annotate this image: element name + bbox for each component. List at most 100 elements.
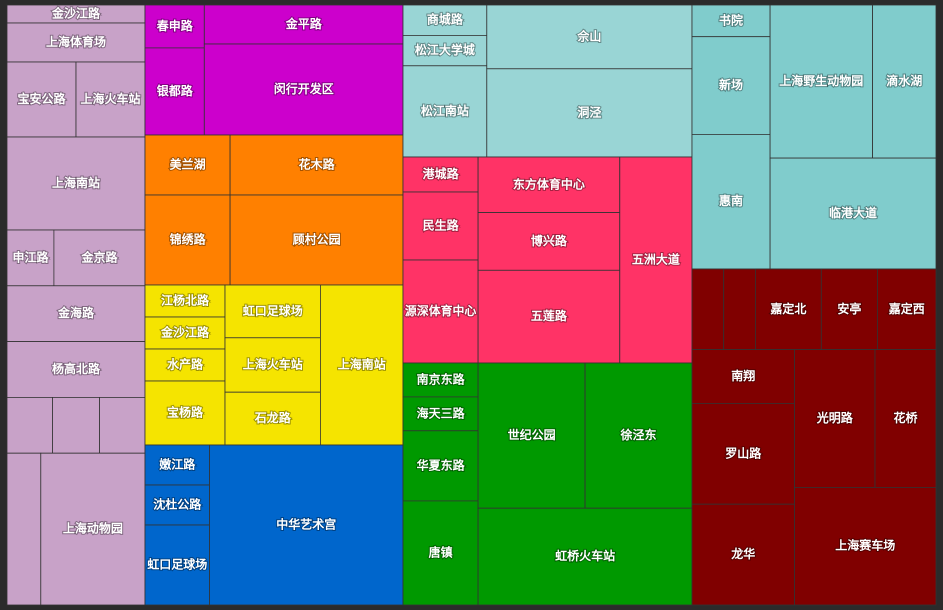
treemap-cell[interactable] <box>144 134 231 196</box>
treemap-cell[interactable] <box>203 4 404 45</box>
treemap-cell[interactable] <box>477 269 621 364</box>
treemap-cell[interactable] <box>691 133 771 270</box>
treemap-cell[interactable] <box>402 156 479 193</box>
treemap-cell-label: 金沙江路 <box>160 325 210 340</box>
treemap-cell[interactable] <box>723 268 756 350</box>
treemap-cell[interactable] <box>584 362 693 509</box>
treemap-cell-label: 上海野生动物园 <box>779 73 863 88</box>
treemap-cell[interactable] <box>144 284 226 318</box>
treemap-cell[interactable] <box>477 156 621 213</box>
treemap-cell-label: 嘉定西 <box>888 301 925 316</box>
treemap-cell[interactable] <box>691 503 795 606</box>
treemap-cell[interactable] <box>402 4 488 36</box>
treemap-cell-label: 安亭 <box>837 301 861 316</box>
treemap-cell[interactable] <box>691 4 771 38</box>
treemap-cell-label: 嘉定北 <box>769 301 806 316</box>
treemap-cell[interactable] <box>6 341 146 398</box>
treemap-cell-label: 港城路 <box>423 166 460 181</box>
treemap-cell[interactable] <box>402 396 479 432</box>
treemap-cell-label: 银都路 <box>157 83 194 98</box>
treemap-cell[interactable] <box>402 259 479 364</box>
treemap-cell-label: 春申路 <box>156 18 194 33</box>
treemap-cell[interactable] <box>691 268 725 350</box>
treemap-cell-label: 新场 <box>719 77 743 92</box>
treemap-cell-label: 申江路 <box>12 249 49 264</box>
treemap-cell[interactable] <box>619 156 693 364</box>
treemap-cell[interactable] <box>402 65 488 158</box>
treemap-cell-label: 东方体育中心 <box>513 176 585 191</box>
treemap-cell-label: 南京东路 <box>417 371 466 386</box>
treemap-cell[interactable] <box>402 35 488 67</box>
treemap-cell[interactable] <box>144 380 226 446</box>
treemap-cell-label: 上海动物园 <box>63 521 123 536</box>
treemap-cell[interactable] <box>52 396 100 454</box>
treemap-cell[interactable] <box>477 362 586 509</box>
treemap-cell[interactable] <box>144 484 210 526</box>
treemap-cell[interactable] <box>402 362 479 398</box>
treemap-cell[interactable] <box>40 452 146 606</box>
treemap-cell[interactable] <box>820 268 878 350</box>
treemap-cell[interactable] <box>209 444 404 606</box>
treemap-cell[interactable] <box>794 349 876 488</box>
treemap-cell-label: 光明路 <box>816 410 854 425</box>
treemap-cell-label: 锦绣路 <box>170 232 207 247</box>
treemap-cell-label: 花桥 <box>893 410 918 425</box>
treemap-cell[interactable] <box>794 486 937 606</box>
treemap-cell[interactable] <box>402 191 479 261</box>
treemap-cell[interactable] <box>877 268 937 350</box>
treemap-cell-label: 美兰湖 <box>170 157 206 172</box>
treemap-cell[interactable] <box>144 524 210 606</box>
treemap-cell-label: 南翔 <box>731 368 755 383</box>
treemap-cell-label: 临港大道 <box>829 205 877 220</box>
treemap-cell-label: 上海火车站 <box>80 91 140 106</box>
treemap-cell-label: 佘山 <box>576 28 601 43</box>
treemap-cell[interactable] <box>53 229 146 287</box>
treemap-cell-label: 五莲路 <box>531 308 568 323</box>
treemap-cell[interactable] <box>769 157 937 270</box>
treemap-cell[interactable] <box>6 452 42 606</box>
treemap-cell[interactable] <box>6 285 146 342</box>
treemap-cell-label: 闵行开发区 <box>274 81 334 96</box>
treemap-cell[interactable] <box>144 47 205 136</box>
treemap-cell-label: 世纪公园 <box>508 427 556 442</box>
treemap-cell[interactable] <box>229 194 404 286</box>
treemap-cell[interactable] <box>691 36 771 135</box>
treemap-cell[interactable] <box>769 4 873 159</box>
treemap-cell[interactable] <box>402 500 479 606</box>
treemap-cell[interactable] <box>486 4 693 70</box>
treemap-cell[interactable] <box>691 402 795 505</box>
treemap-cell-label: 石龙路 <box>254 410 292 425</box>
treemap-cell[interactable] <box>6 396 53 454</box>
treemap-cell-label: 花木路 <box>299 157 336 172</box>
treemap-cell[interactable] <box>872 4 937 159</box>
treemap-cell[interactable] <box>224 391 321 446</box>
treemap-cell[interactable] <box>6 229 55 287</box>
treemap-cell-label: 上海火车站 <box>243 357 303 372</box>
treemap-cell-label: 金京路 <box>80 249 118 264</box>
treemap-cell[interactable] <box>874 349 937 488</box>
treemap-cell[interactable] <box>144 4 205 49</box>
treemap-cell-label: 惠南 <box>719 193 743 208</box>
treemap-cell[interactable] <box>224 337 321 393</box>
treemap-cell-label: 嫩江路 <box>159 457 196 472</box>
treemap-cell-label: 松江南站 <box>421 103 469 118</box>
treemap-cell-label: 罗山路 <box>725 445 762 460</box>
treemap-cell[interactable] <box>319 284 404 446</box>
treemap-cell-label: 五洲大道 <box>632 252 680 267</box>
treemap-cell-label: 金沙江路 <box>51 6 101 21</box>
treemap-cell-label: 金平路 <box>285 16 323 31</box>
treemap-cell-label: 上海体育场 <box>46 34 106 49</box>
treemap-cell[interactable] <box>144 444 210 486</box>
treemap-cell[interactable] <box>486 68 693 158</box>
treemap-cell-label: 宝安公路 <box>17 91 66 106</box>
treemap-cell[interactable] <box>203 43 404 136</box>
treemap-cell-label: 水产路 <box>167 357 204 372</box>
treemap-cell[interactable] <box>99 396 146 454</box>
treemap-cell[interactable] <box>6 136 146 231</box>
